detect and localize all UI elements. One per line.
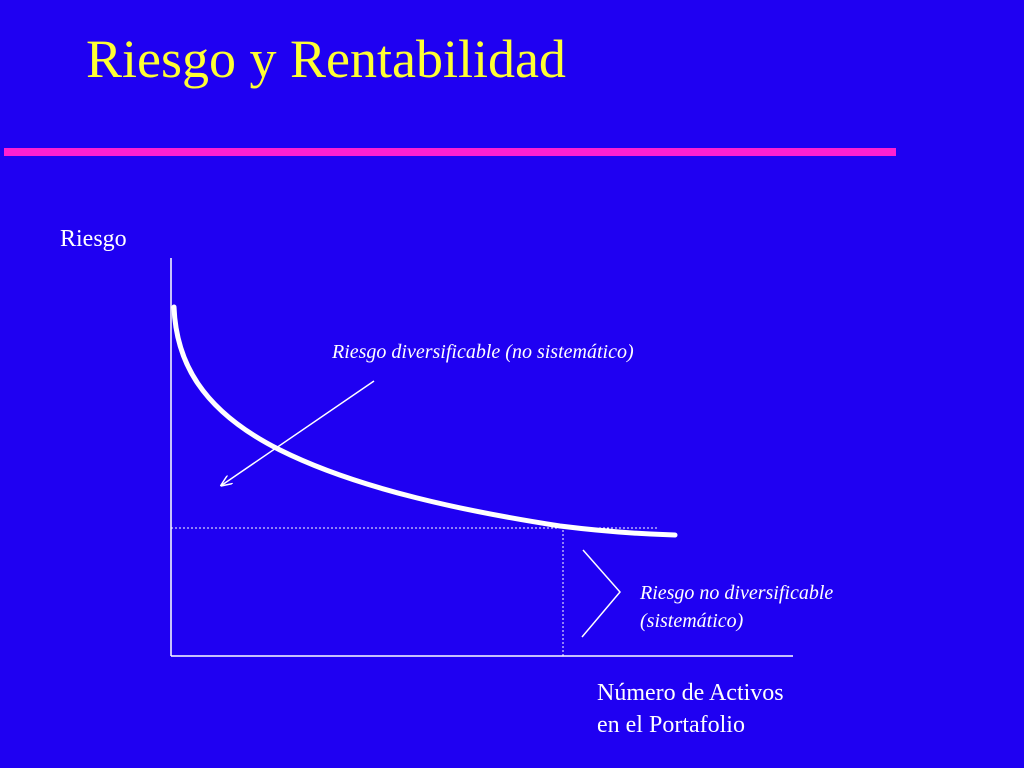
x-axis-label: Número de Activos en el Portafolio: [597, 677, 784, 741]
y-axis-label: Riesgo: [60, 226, 127, 252]
systematic-risk-bracket: [581, 549, 621, 638]
non-diversifiable-risk-label: Riesgo no diversificable (sistemático): [640, 579, 833, 635]
diversifiable-risk-label: Riesgo diversificable (no sistemático): [332, 341, 634, 363]
non-diversifiable-label-line2: (sistemático): [640, 610, 744, 632]
total-risk-curve: [171, 304, 678, 538]
diversifiable-risk-arrow: [222, 380, 375, 485]
x-axis-label-line2: en el Portafolio: [597, 712, 745, 738]
non-diversifiable-label-line1: Riesgo no diversificable: [640, 582, 834, 604]
x-axis-label-line1: Número de Activos: [597, 680, 784, 706]
title-underline: [4, 148, 896, 156]
slide-title: Riesgo y Rentabilidad: [86, 29, 566, 89]
